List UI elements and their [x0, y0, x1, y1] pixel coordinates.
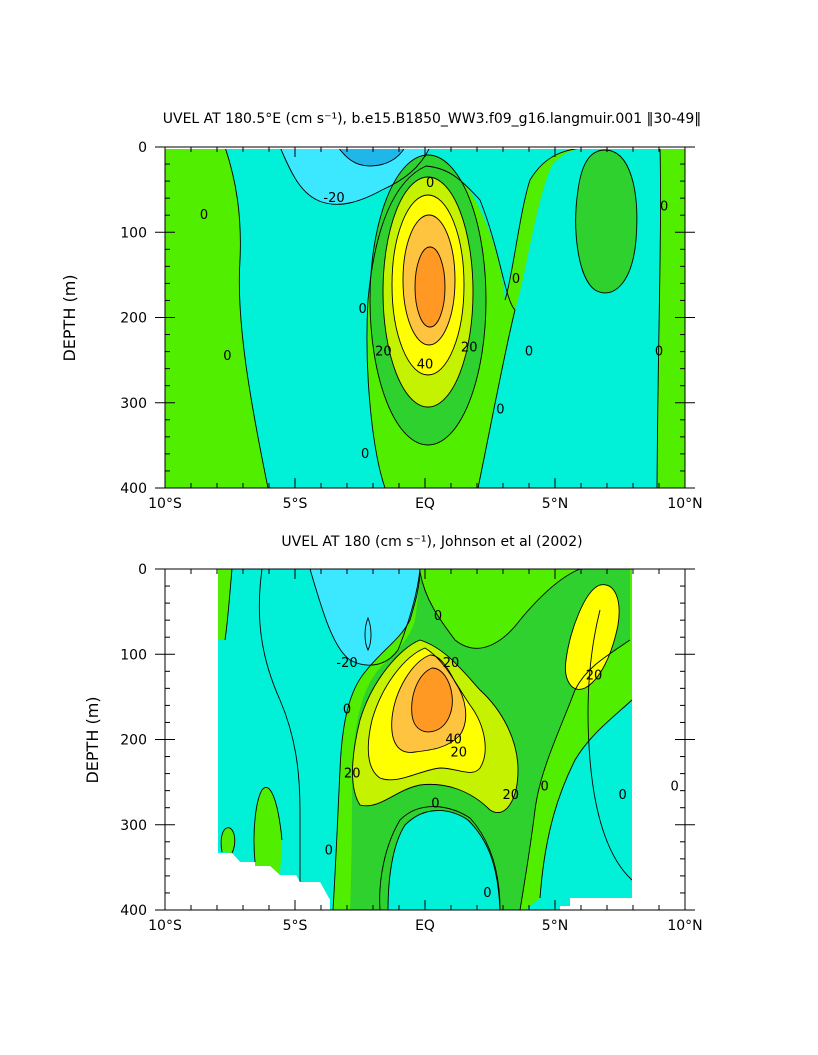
panel-2-plot-area [165, 569, 685, 910]
contour-label: 0 [660, 200, 668, 215]
contour-label: 0 [325, 843, 333, 858]
contour-label: 0 [431, 796, 439, 811]
contour-label: 0 [361, 447, 369, 462]
y-tick-label: 300 [120, 396, 147, 412]
panel-1-region-west-positive [165, 147, 268, 488]
panel-2-ylabel: DEPTH (m) [83, 696, 102, 783]
contour-label: 0 [200, 208, 208, 223]
y-tick-label: 200 [120, 733, 147, 749]
x-tick-label: EQ [415, 918, 435, 934]
contour-label: 0 [496, 403, 504, 418]
panel-2-region-east-patch [565, 584, 620, 690]
y-tick-label: 0 [138, 140, 147, 156]
contour-label: 0 [434, 609, 442, 624]
contour-label: 0 [426, 176, 434, 191]
x-tick-label: 5°S [283, 496, 308, 512]
panel-2-missing-bottom [165, 853, 330, 910]
contour-label: 20 [451, 745, 468, 760]
panel-2-region-west-strip [218, 569, 232, 640]
contour-label: -20 [336, 656, 357, 671]
panel-1-contour-labels: 0 0 -20 0 0 0 20 40 20 0 0 0 0 0 [200, 176, 668, 462]
panel-1-contours [224, 147, 661, 488]
y-tick-label: 400 [120, 481, 147, 497]
contour-label: 40 [445, 733, 462, 748]
contour-label: 0 [358, 302, 366, 317]
contour-label: 0 [540, 779, 548, 794]
panel-2-missing-notch [560, 906, 574, 910]
panel-2-region-westward [310, 569, 420, 666]
panel-1-region-westward-upper [280, 147, 430, 205]
contour-label: 20 [586, 669, 603, 684]
panel-1: UVEL AT 180.5°E (cm s⁻¹), b.e15.B1850_WW… [60, 111, 703, 512]
panel-2-title: UVEL AT 180 (cm s⁻¹), Johnson et al (200… [281, 534, 582, 550]
contour-label: 0 [525, 345, 533, 360]
panel-2-euc-core [411, 668, 453, 732]
x-tick-label: 5°S [283, 918, 308, 934]
contour-label: 20 [344, 767, 361, 782]
panel-2-region-sw-small [221, 827, 235, 853]
contour-label: 20 [461, 340, 478, 355]
contour-label: 0 [483, 886, 491, 901]
x-tick-label: 10°S [148, 496, 182, 512]
panel-1-region-westward-core [338, 147, 405, 166]
contour-label: -20 [323, 191, 344, 206]
contour-label: 20 [375, 345, 392, 360]
x-tick-label: 10°N [667, 918, 702, 934]
contour-label: 0 [343, 703, 351, 718]
panel-2: UVEL AT 180 (cm s⁻¹), Johnson et al (200… [83, 534, 703, 934]
contour-label: 0 [223, 349, 231, 364]
contour-label: 20 [503, 788, 520, 803]
contour-label: 0 [670, 779, 678, 794]
panel-1-title: UVEL AT 180.5°E (cm s⁻¹), b.e15.B1850_WW… [163, 111, 701, 127]
y-tick-label: 300 [120, 818, 147, 834]
panel-1-ylabel: DEPTH (m) [60, 274, 79, 361]
contour-label: 40 [417, 357, 434, 372]
panel-2-missing-west [165, 569, 218, 853]
panel-1-region-east-jet [575, 150, 637, 293]
x-tick-label: 10°S [148, 918, 182, 934]
panel-2-region-sw-patch [253, 787, 282, 875]
x-tick-label: 5°N [542, 496, 568, 512]
y-tick-label: 400 [120, 903, 147, 919]
y-tick-label: 100 [120, 225, 147, 241]
contour-label: 0 [618, 788, 626, 803]
contour-label: 0 [512, 272, 520, 287]
x-tick-label: EQ [415, 496, 435, 512]
x-tick-label: 5°N [542, 918, 568, 934]
y-tick-label: 0 [138, 562, 147, 578]
y-tick-label: 100 [120, 647, 147, 663]
panel-2-contours [220, 569, 633, 910]
x-tick-label: 10°N [667, 496, 702, 512]
contour-label: 20 [443, 656, 460, 671]
contour-label: 0 [655, 345, 663, 360]
panel-1-euc-layer-50 [415, 247, 445, 327]
y-tick-label: 200 [120, 311, 147, 327]
panel-1-plot-area [165, 147, 685, 488]
